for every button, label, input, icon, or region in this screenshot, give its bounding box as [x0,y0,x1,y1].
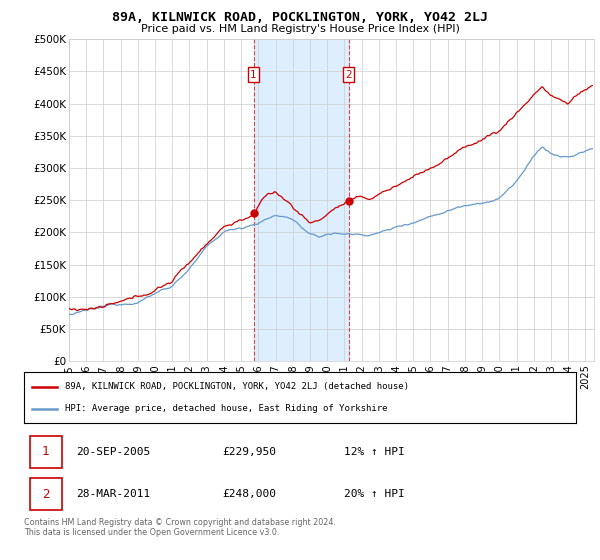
Text: £229,950: £229,950 [223,447,277,457]
Text: £248,000: £248,000 [223,489,277,499]
Text: 20% ↑ HPI: 20% ↑ HPI [344,489,405,499]
Bar [254,39,349,361]
Text: 89A, KILNWICK ROAD, POCKLINGTON, YORK, YO42 2LJ (detached house): 89A, KILNWICK ROAD, POCKLINGTON, YORK, Y… [65,382,409,391]
Text: 1: 1 [250,69,257,80]
Text: 12% ↑ HPI: 12% ↑ HPI [344,447,405,457]
FancyBboxPatch shape [29,436,62,468]
Text: 2: 2 [345,69,352,80]
Text: 2: 2 [42,488,49,501]
Text: Price paid vs. HM Land Registry's House Price Index (HPI): Price paid vs. HM Land Registry's House … [140,24,460,34]
Text: HPI: Average price, detached house, East Riding of Yorkshire: HPI: Average price, detached house, East… [65,404,388,413]
Text: 28-MAR-2011: 28-MAR-2011 [76,489,151,499]
FancyBboxPatch shape [29,478,62,510]
Text: Contains HM Land Registry data © Crown copyright and database right 2024.
This d: Contains HM Land Registry data © Crown c… [24,518,336,538]
Text: 20-SEP-2005: 20-SEP-2005 [76,447,151,457]
Text: 1: 1 [42,445,49,459]
Text: 89A, KILNWICK ROAD, POCKLINGTON, YORK, YO42 2LJ: 89A, KILNWICK ROAD, POCKLINGTON, YORK, Y… [112,11,488,24]
